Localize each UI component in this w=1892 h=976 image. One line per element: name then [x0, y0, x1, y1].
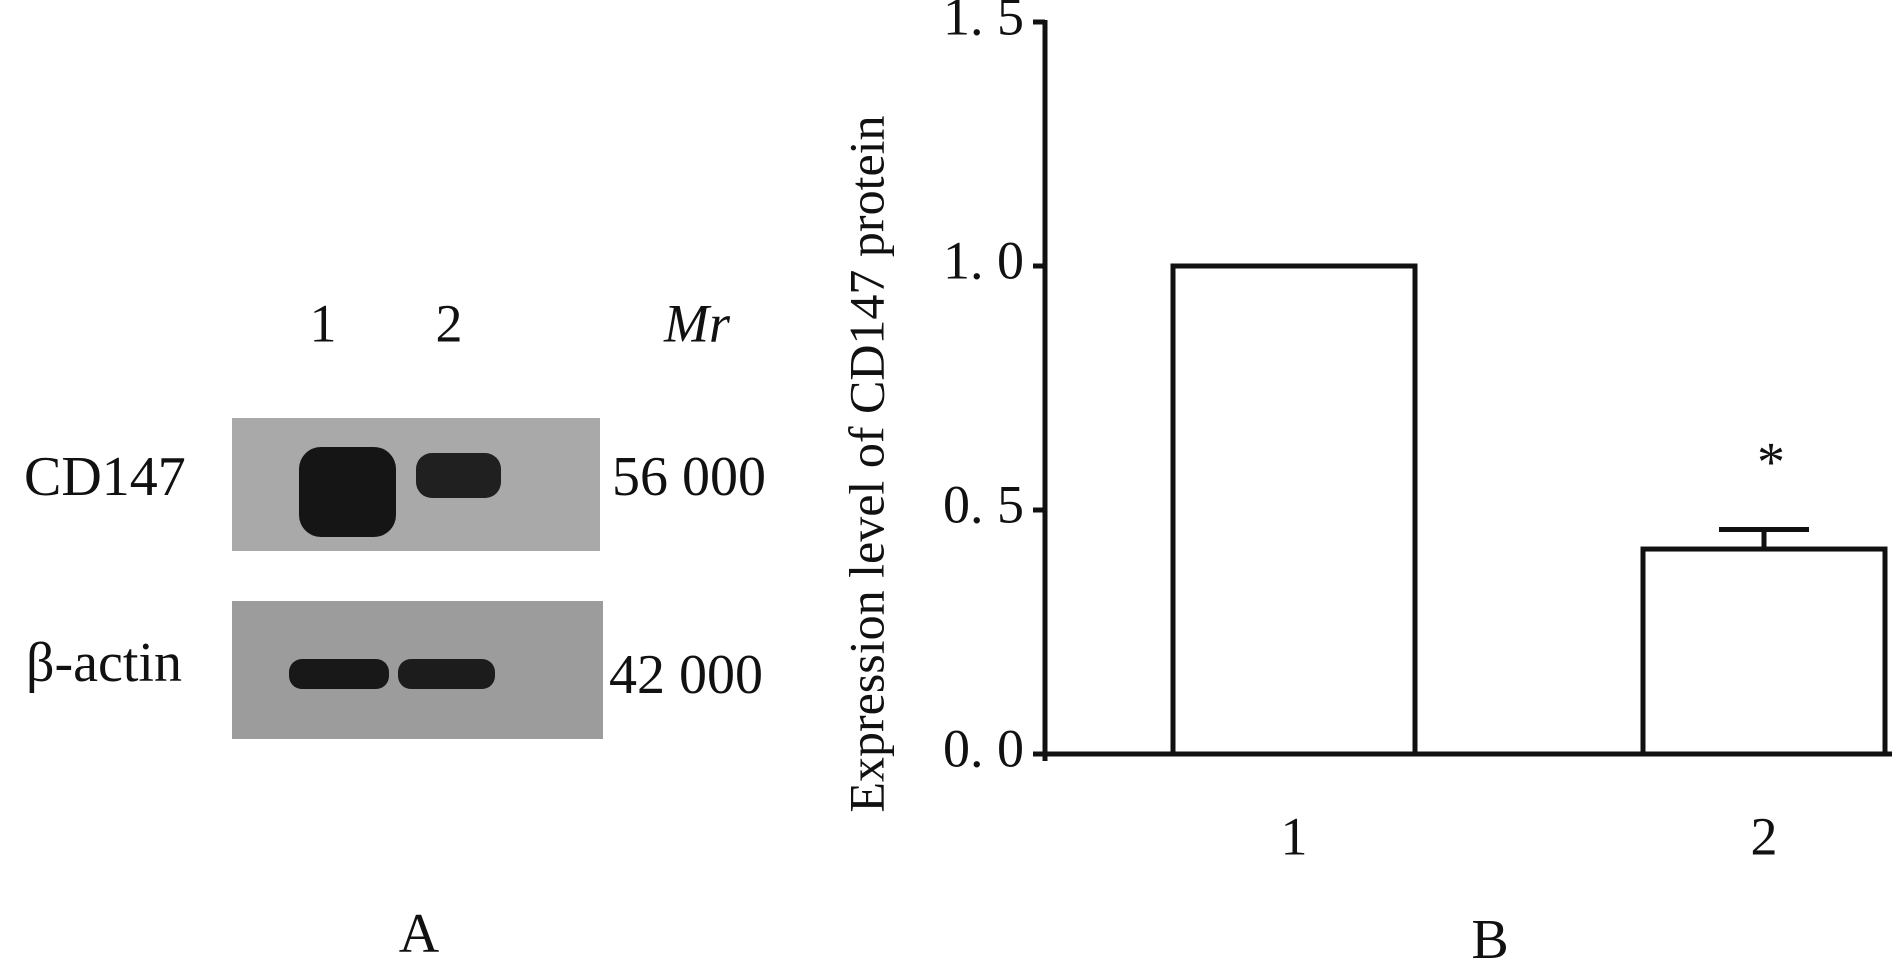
- x-tick-label: 1: [1281, 806, 1308, 866]
- x-tick-label: 2: [1751, 806, 1778, 866]
- blot-membrane: [232, 418, 600, 551]
- annotation: *: [1757, 431, 1785, 493]
- mr-value: 56 000: [612, 446, 766, 508]
- y-tick-label: 1. 0: [943, 230, 1024, 290]
- row-label: CD147: [24, 446, 186, 508]
- y-tick-label: 1. 5: [943, 0, 1024, 46]
- mr-value: 42 000: [609, 644, 763, 706]
- y-tick-label: 0. 0: [943, 718, 1024, 778]
- band: [416, 453, 501, 498]
- bar: [1640, 546, 1888, 757]
- error-bar: [1719, 527, 1809, 550]
- band: [289, 659, 389, 689]
- band: [299, 447, 396, 537]
- y-axis-label: Expression level of CD147 protein: [838, 115, 894, 812]
- blot: 1 2 Mr CD147 56 000 β-actin 42 000 A: [24, 293, 766, 964]
- panel-label: B: [1471, 909, 1508, 971]
- band: [398, 659, 495, 689]
- y-tick-label: 0. 5: [943, 474, 1024, 534]
- lane-label: 1: [310, 293, 337, 353]
- lane-label: 2: [436, 293, 463, 353]
- row-label: β-actin: [26, 632, 182, 694]
- panel-label: A: [399, 903, 440, 965]
- bar: [1170, 263, 1418, 757]
- mr-label: Mr: [663, 293, 731, 353]
